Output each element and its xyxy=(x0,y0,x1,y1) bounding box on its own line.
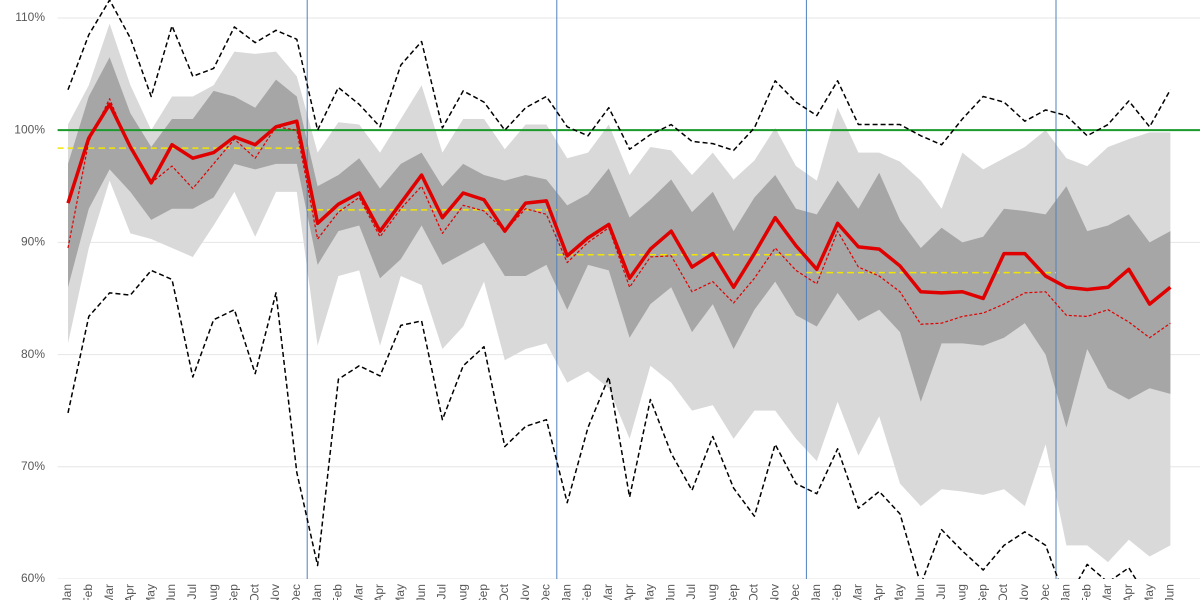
x-tick-label: Mar xyxy=(851,584,865,600)
band-area xyxy=(68,57,1171,428)
y-tick-label: 110% xyxy=(15,10,45,24)
x-tick-label: Dec xyxy=(788,584,802,600)
x-tick-label: Jan xyxy=(1059,584,1073,600)
y-tick-label: 70% xyxy=(21,459,45,473)
x-tick-label: Nov xyxy=(767,584,781,600)
x-tick-label: Jul xyxy=(185,584,199,599)
x-tick-label: Jun xyxy=(414,584,428,600)
x-tick-label: Apr xyxy=(123,584,137,600)
x-tick-label: Oct xyxy=(996,583,1010,600)
x-tick-label: Jun xyxy=(164,584,178,600)
y-tick-label: 90% xyxy=(21,235,45,249)
x-tick-label: Feb xyxy=(81,584,95,600)
x-tick-label: Apr xyxy=(1121,584,1135,600)
x-tick-label: Sep xyxy=(975,584,989,600)
plot-area xyxy=(57,0,1200,579)
x-tick-label: Aug xyxy=(955,584,969,600)
x-tick-label: Mar xyxy=(102,584,116,600)
x-tick-label: Feb xyxy=(830,584,844,600)
y-tick-label: 100% xyxy=(14,122,45,136)
x-tick-label: Feb xyxy=(331,584,345,600)
x-tick-label: Nov xyxy=(268,584,282,600)
x-tick-label: May xyxy=(892,584,906,600)
x-tick-label: Oct xyxy=(747,583,761,600)
x-tick-label: Oct xyxy=(247,583,261,600)
x-tick-label: May xyxy=(143,584,157,600)
x-tick-label: Mar xyxy=(601,584,615,600)
x-tick-label: Sep xyxy=(227,584,241,600)
x-tick-label: Jun xyxy=(663,584,677,600)
x-tick-label: Dec xyxy=(289,584,303,600)
x-tick-label: Mar xyxy=(351,584,365,600)
x-tick-label: Apr xyxy=(372,584,386,600)
x-tick-label: Feb xyxy=(1079,584,1093,600)
x-tick-label: Jan xyxy=(60,584,74,600)
series-line xyxy=(67,269,1137,579)
x-tick-label: Jul xyxy=(934,584,948,599)
x-tick-label: Aug xyxy=(705,584,719,600)
x-tick-label: Jun xyxy=(1163,584,1177,600)
x-tick-label: May xyxy=(643,584,657,600)
x-tick-label: Nov xyxy=(1017,584,1031,600)
y-tick-label: 60% xyxy=(21,571,45,585)
series-line xyxy=(67,0,1172,152)
x-tick-label: Feb xyxy=(580,584,594,600)
x-tick-label: May xyxy=(393,584,407,600)
x-tick-label: Jan xyxy=(310,584,324,600)
x-tick-label: Mar xyxy=(1100,584,1114,600)
x-tick-label: Oct xyxy=(497,583,511,600)
series-line xyxy=(67,98,1171,339)
x-tick-label: Apr xyxy=(871,584,885,600)
x-tick-label: May xyxy=(1142,584,1156,600)
y-tick-label: 80% xyxy=(21,347,45,361)
x-tick-label: Jul xyxy=(435,584,449,599)
x-tick-label: Apr xyxy=(622,584,636,600)
x-tick-label: Dec xyxy=(1038,584,1052,600)
x-tick-label: Aug xyxy=(455,584,469,600)
x-tick-label: Nov xyxy=(518,584,532,600)
x-tick-label: Jan xyxy=(559,584,573,600)
x-tick-label: Aug xyxy=(206,584,220,600)
x-tick-label: Dec xyxy=(539,584,553,600)
series-line xyxy=(66,102,1172,306)
x-tick-label: Jun xyxy=(913,584,927,600)
x-tick-label: Sep xyxy=(726,584,740,600)
x-tick-label: Jan xyxy=(809,584,823,600)
x-tick-label: Sep xyxy=(476,584,490,600)
x-tick-label: Jul xyxy=(684,584,698,599)
